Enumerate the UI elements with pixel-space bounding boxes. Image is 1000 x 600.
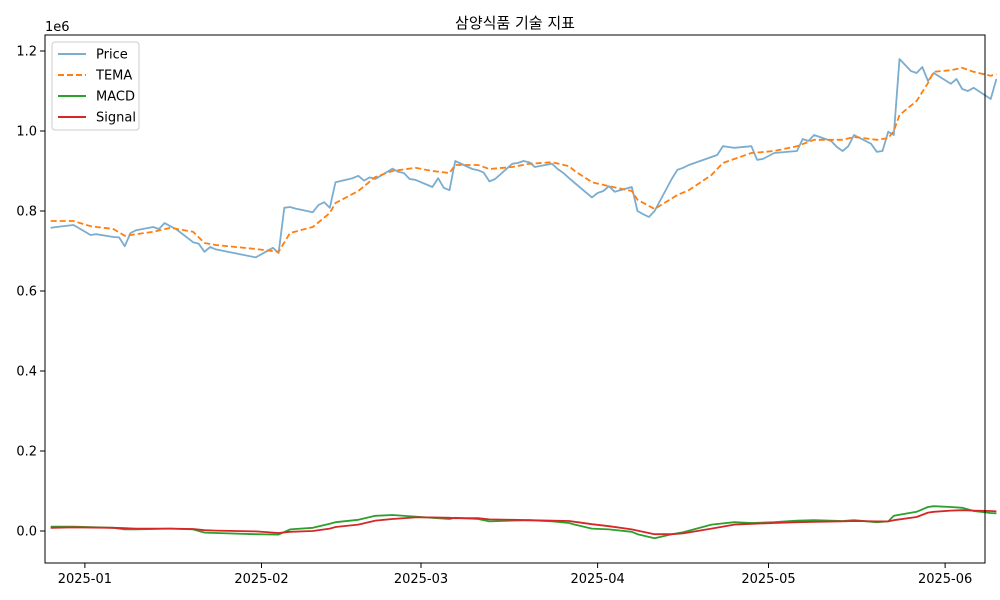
y-tick-label: 0.4 — [16, 365, 37, 380]
x-tick-label: 2025-06 — [918, 572, 972, 587]
x-tick-label: 2025-03 — [394, 572, 448, 587]
y-tick-label: 0.0 — [16, 525, 37, 540]
series-line-tema — [50, 66, 997, 253]
legend: Price TEMA MACD Signal — [51, 41, 140, 131]
y-tick-label: 0.8 — [16, 205, 37, 220]
y-axis: 0.0 0.2 0.4 0.6 0.8 1.0 1.2 — [16, 45, 45, 540]
legend-label-signal: Signal — [96, 111, 136, 126]
chart-title: 삼양식품 기술 지표 — [455, 14, 575, 32]
legend-label-price: Price — [96, 48, 128, 63]
plot-frame — [44, 34, 986, 564]
legend-label-tema: TEMA — [95, 69, 132, 84]
legend-label-macd: MACD — [96, 90, 135, 105]
x-tick-label: 2025-01 — [58, 572, 112, 587]
x-tick-label: 2025-02 — [234, 572, 288, 587]
legend-box — [51, 41, 140, 131]
y-tick-label: 1.2 — [16, 45, 37, 60]
series-layer — [50, 58, 998, 540]
series-line-signal — [50, 509, 997, 536]
x-tick-label: 2025-04 — [570, 572, 624, 587]
x-axis: 2025-01 2025-02 2025-03 2025-04 2025-05 2025-… — [58, 563, 972, 587]
series-line-price — [50, 58, 998, 259]
x-tick-label: 2025-05 — [741, 572, 795, 587]
y-tick-label: 1.0 — [16, 125, 37, 140]
y-tick-label: 0.6 — [16, 285, 37, 300]
y-tick-label: 0.2 — [16, 445, 37, 460]
y-offset-label: 1e6 — [45, 20, 70, 35]
